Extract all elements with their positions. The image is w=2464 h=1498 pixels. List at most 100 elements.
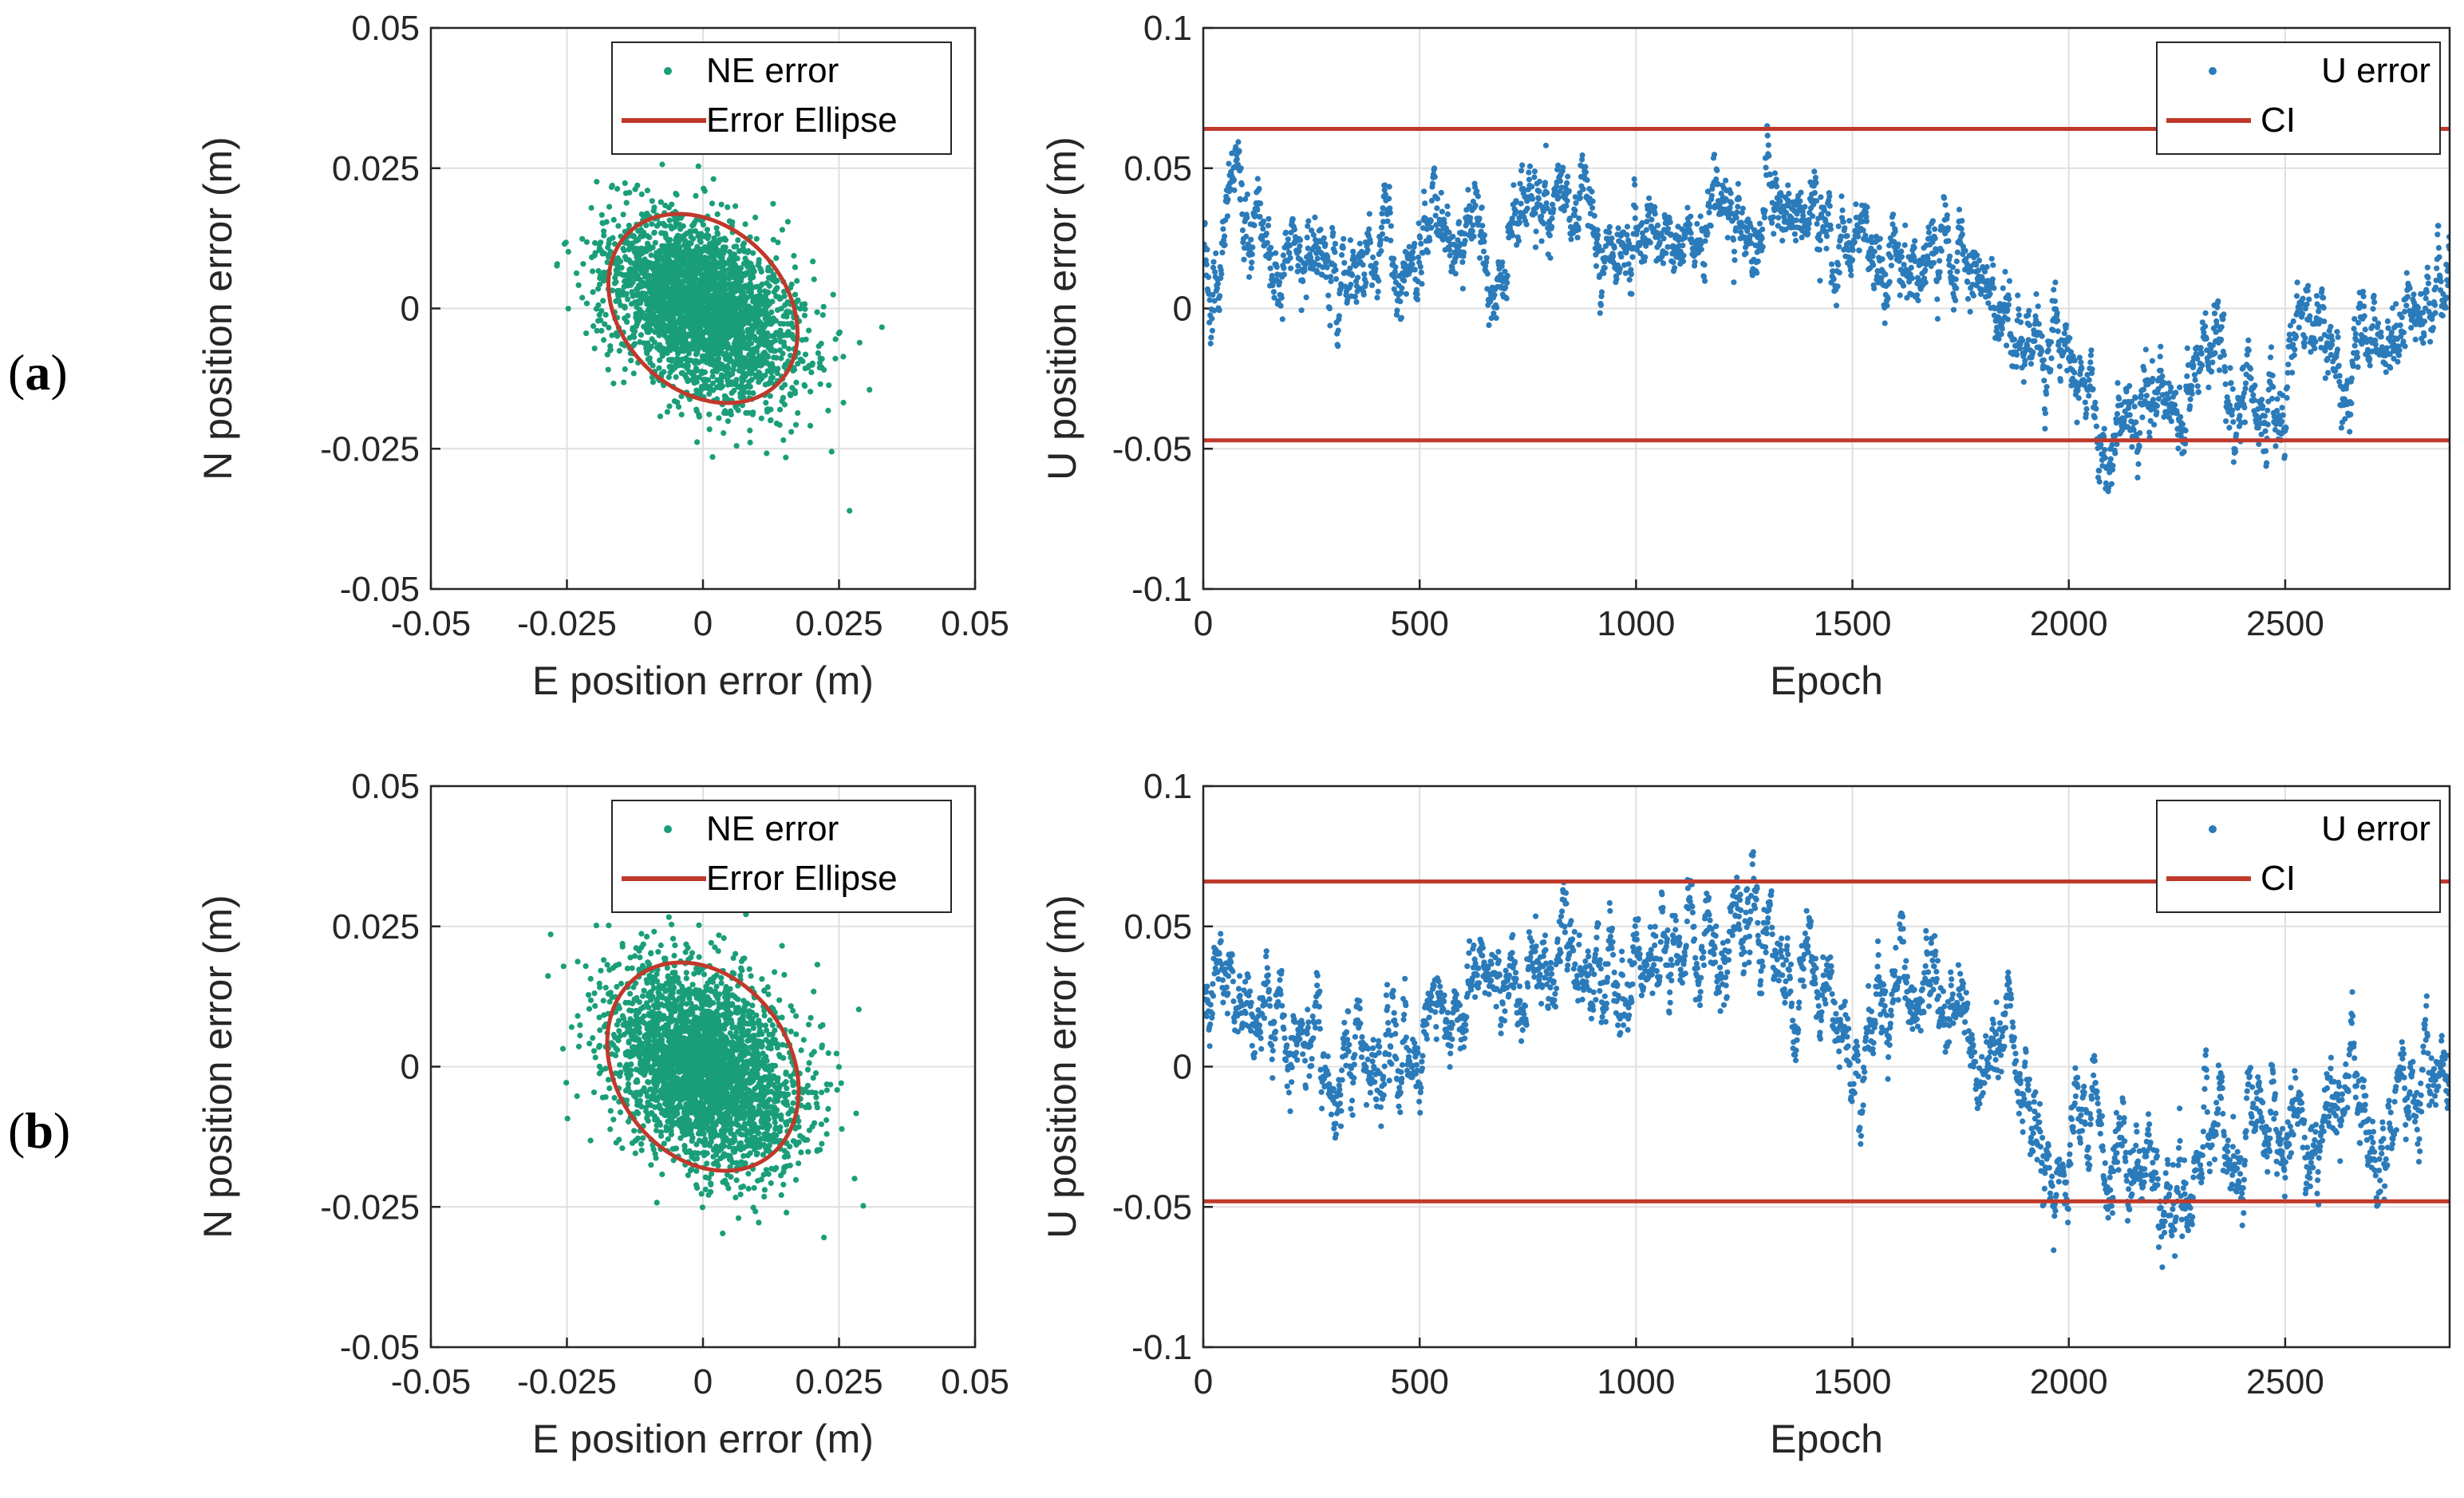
u-error-point bbox=[1734, 209, 1740, 215]
u-error-point bbox=[1326, 305, 1333, 312]
u-error-point bbox=[1249, 259, 1255, 266]
ne-error-point bbox=[741, 283, 748, 289]
ne-error-point bbox=[614, 333, 621, 339]
ne-error-point bbox=[656, 300, 663, 306]
ne-error-point bbox=[628, 358, 634, 364]
u-error-point bbox=[1976, 257, 1983, 264]
ne-error-point bbox=[759, 281, 765, 287]
u-error-point bbox=[1621, 262, 1628, 268]
x-tick-label: 0 bbox=[693, 604, 713, 643]
u-error-point bbox=[1563, 203, 1570, 209]
u-error-point bbox=[1243, 233, 1250, 239]
u-error-point bbox=[1363, 279, 1369, 286]
ne-error-point bbox=[756, 288, 763, 294]
u-error-point bbox=[1550, 206, 1557, 212]
u-error-point bbox=[1632, 181, 1638, 188]
ne-error-point bbox=[713, 362, 720, 368]
ne-error-point bbox=[709, 380, 717, 386]
u-error-point bbox=[1779, 237, 1786, 244]
ne-error-point bbox=[677, 300, 684, 306]
u-error-point bbox=[2043, 384, 2050, 390]
ne-error-point bbox=[600, 220, 606, 227]
ne-error-point bbox=[750, 250, 756, 256]
u-error-point bbox=[1422, 200, 1428, 207]
ne-error-point bbox=[765, 381, 772, 387]
u-error-point bbox=[1470, 222, 1476, 228]
u-error-point bbox=[1922, 279, 1929, 286]
u-error-point bbox=[2036, 321, 2042, 327]
u-error-point bbox=[1606, 223, 1613, 230]
u-error-point bbox=[1387, 209, 1393, 216]
u-error-point bbox=[1577, 190, 1583, 196]
u-error-point bbox=[1368, 282, 1376, 288]
u-error-point bbox=[1810, 213, 1816, 219]
u-error-point bbox=[1599, 247, 1605, 254]
u-error-point bbox=[1206, 297, 1213, 303]
u-error-point bbox=[1898, 248, 1905, 255]
u-error-point bbox=[1580, 186, 1586, 192]
u-error-point bbox=[1900, 283, 1907, 289]
ne-error-point bbox=[609, 182, 615, 189]
ne-error-point bbox=[703, 274, 709, 281]
ne-error-point bbox=[640, 260, 646, 267]
u-error-point bbox=[1491, 291, 1498, 298]
ne-error-point bbox=[622, 366, 628, 373]
ne-error-point bbox=[716, 342, 723, 349]
u-error-point bbox=[1988, 255, 1995, 262]
u-error-point bbox=[1934, 315, 1941, 322]
u-error-point bbox=[1574, 235, 1581, 241]
ne-error-point bbox=[690, 309, 697, 315]
ne-error-point bbox=[698, 290, 705, 296]
ne-error-point bbox=[714, 231, 721, 237]
u-error-point bbox=[1707, 204, 1713, 210]
ne-error-point bbox=[768, 417, 774, 424]
u-error-point bbox=[2004, 306, 2011, 313]
ne-error-point bbox=[654, 345, 661, 351]
ne-error-point bbox=[751, 346, 757, 353]
ne-error-point bbox=[828, 449, 835, 455]
u-error-point bbox=[1882, 271, 1889, 278]
ne-error-point bbox=[816, 360, 823, 366]
ne-error-point bbox=[667, 242, 673, 248]
ne-error-point bbox=[580, 261, 586, 267]
u-error-point bbox=[2040, 357, 2047, 363]
u-error-point bbox=[1331, 262, 1337, 269]
u-error-point bbox=[1518, 168, 1525, 174]
ne-error-point bbox=[764, 354, 771, 360]
ne-error-point bbox=[756, 257, 762, 263]
ne-error-point bbox=[752, 336, 759, 342]
u-error-point bbox=[1593, 263, 1600, 269]
u-error-point bbox=[1382, 182, 1388, 188]
ne-error-point bbox=[630, 333, 637, 339]
ne-error-point bbox=[736, 247, 743, 254]
u-error-point bbox=[1739, 205, 1746, 211]
ne-error-point bbox=[691, 248, 697, 255]
ne-error-point bbox=[716, 415, 722, 421]
u-error-point bbox=[1249, 251, 1255, 258]
ne-error-point bbox=[802, 301, 808, 307]
ne-error-point bbox=[650, 297, 656, 304]
u-error-point bbox=[1562, 184, 1569, 191]
ne-error-point bbox=[764, 450, 770, 457]
u-error-point bbox=[2000, 285, 2006, 291]
u-error-point bbox=[1579, 156, 1585, 163]
u-error-point bbox=[2022, 358, 2028, 364]
ne-error-point bbox=[697, 304, 704, 311]
u-error-point bbox=[2032, 317, 2040, 323]
ne-error-point bbox=[675, 404, 682, 410]
y-tick-label: -0.025 bbox=[320, 429, 420, 468]
u-error-point bbox=[1323, 274, 1329, 280]
u-error-point bbox=[1231, 187, 1238, 193]
u-error-point bbox=[1909, 275, 1915, 282]
u-error-point bbox=[1546, 232, 1553, 239]
u-error-point bbox=[1813, 198, 1820, 204]
u-error-point bbox=[1381, 187, 1388, 193]
ne-error-point bbox=[750, 409, 756, 416]
u-error-point bbox=[1684, 204, 1691, 211]
u-error-point bbox=[1431, 165, 1438, 172]
u-error-point bbox=[1481, 232, 1488, 239]
u-error-point bbox=[1823, 233, 1830, 239]
u-error-point bbox=[1515, 238, 1522, 244]
u-error-point bbox=[1532, 210, 1538, 216]
u-error-point bbox=[2025, 337, 2032, 343]
